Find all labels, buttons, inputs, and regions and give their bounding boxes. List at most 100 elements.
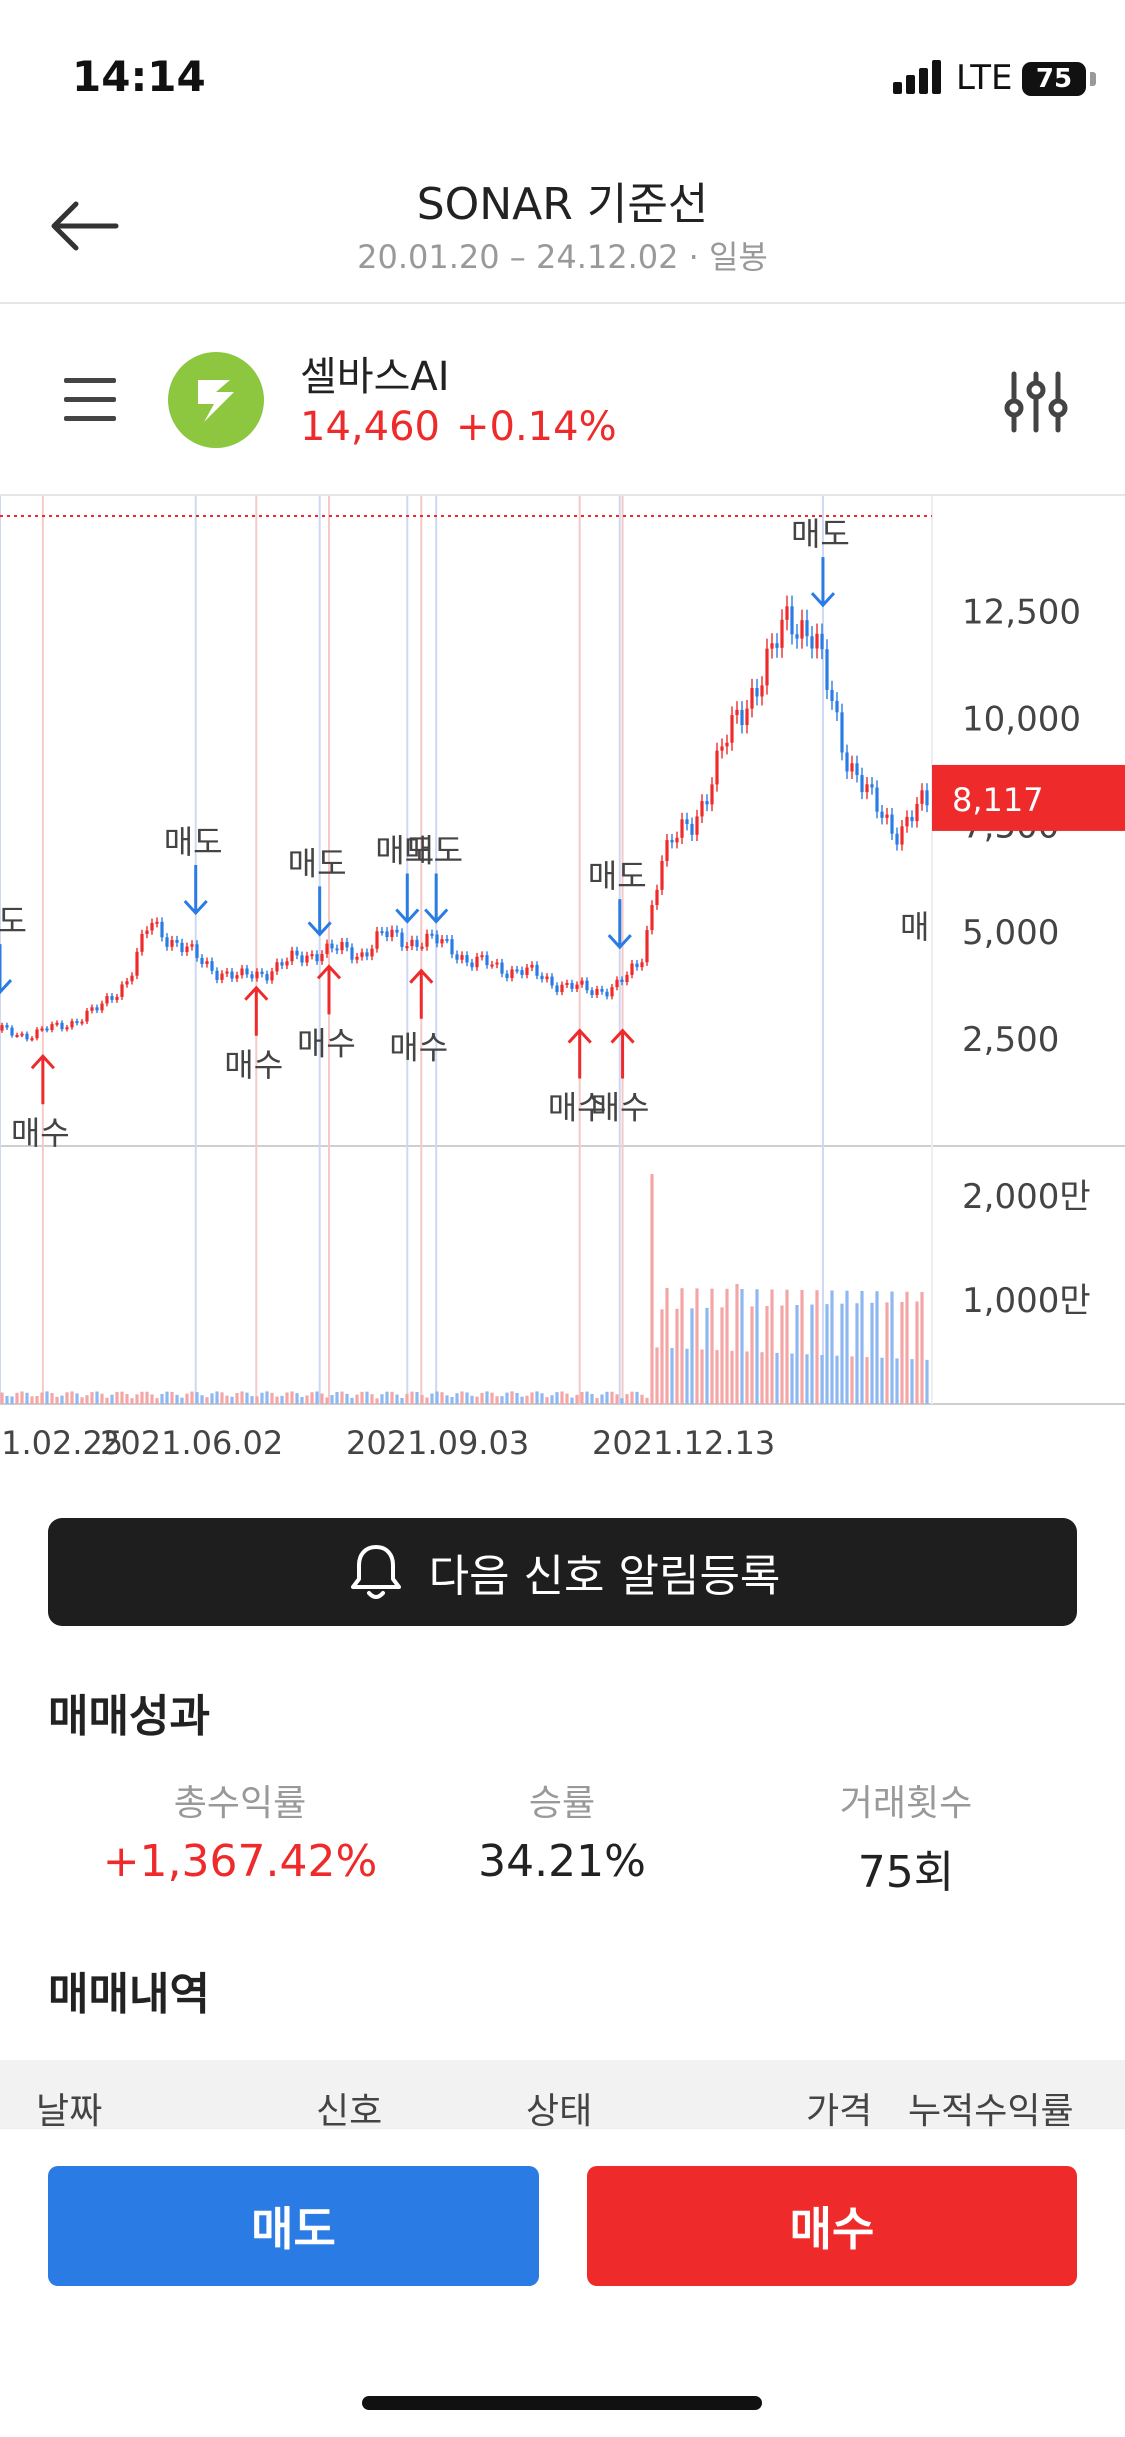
candle-body <box>40 1028 44 1031</box>
total-return-value: +1,367.42% <box>102 1836 378 1887</box>
chart-settings-icon[interactable] <box>1000 366 1072 438</box>
candle-body <box>870 784 874 788</box>
volume-bar <box>455 1393 459 1404</box>
candle-body <box>670 840 674 843</box>
volume-bar <box>190 1391 194 1404</box>
candle-body <box>45 1028 49 1031</box>
volume-bar <box>535 1391 539 1404</box>
y-axis-tick-label: 2,500 <box>962 1020 1059 1060</box>
page-title: SONAR 기준선 <box>416 179 709 230</box>
candle-body <box>855 763 859 776</box>
trade-count-label: 거래횟수 <box>839 1783 973 1824</box>
stock-divider <box>0 494 1125 496</box>
volume-bar <box>130 1398 134 1404</box>
volume-bar <box>680 1288 684 1404</box>
volume-bar <box>460 1391 464 1404</box>
candle-body <box>455 954 459 960</box>
candle-body <box>415 939 419 947</box>
buy-signal-label: 매수 <box>224 1046 283 1084</box>
volume-bar <box>420 1394 424 1404</box>
y-axis-tick-label: 10,000 <box>962 699 1081 739</box>
volume-bar <box>690 1308 694 1404</box>
volume-bar <box>305 1395 309 1404</box>
candle-body <box>520 970 524 975</box>
candle-body <box>730 715 734 743</box>
volume-bar <box>660 1309 664 1404</box>
volume-bar <box>375 1398 379 1404</box>
candle-body <box>75 1021 79 1024</box>
volume-bar <box>845 1290 849 1404</box>
candle-body <box>355 956 359 960</box>
volume-bar <box>635 1391 639 1404</box>
signal-icon <box>893 60 945 98</box>
candle-body <box>50 1024 54 1031</box>
candle-body <box>540 975 544 980</box>
candle-body <box>380 931 384 934</box>
buy-arrow-icon <box>567 1028 592 1079</box>
buy-signal-label: 매수 <box>11 1114 70 1152</box>
volume-bar <box>515 1392 519 1404</box>
volume-bar <box>235 1393 239 1404</box>
volume-bar <box>270 1392 274 1404</box>
volume-bar <box>275 1396 279 1404</box>
volume-bar <box>870 1302 874 1404</box>
menu-icon[interactable] <box>60 370 120 430</box>
price-chart[interactable]: 12,50010,0007,5005,0002,5002,000만1,000만2… <box>0 496 1125 1462</box>
candle-body <box>275 962 279 972</box>
volume-bar <box>830 1290 834 1404</box>
volume-bar <box>675 1308 679 1404</box>
volume-bar <box>315 1391 319 1404</box>
candle-body <box>305 955 309 963</box>
candle-body <box>770 643 774 649</box>
candle-body <box>580 980 584 985</box>
volume-bar <box>595 1398 599 1404</box>
volume-bar <box>465 1392 469 1404</box>
volume-bar <box>380 1394 384 1404</box>
volume-bar <box>165 1391 169 1404</box>
candle-body <box>125 981 129 985</box>
candle-body <box>650 905 654 931</box>
volume-bar <box>630 1391 634 1404</box>
volume-bar <box>790 1353 794 1404</box>
candle-body <box>215 970 219 980</box>
volume-bar <box>815 1290 819 1404</box>
volume-bar <box>765 1305 769 1404</box>
volume-bar <box>770 1289 774 1404</box>
candle-body <box>550 976 554 986</box>
candle-body <box>865 784 869 793</box>
sell-signal-label: 매도 <box>375 832 434 870</box>
volume-bar <box>780 1305 784 1404</box>
volume-bar <box>505 1392 509 1404</box>
candle-body <box>365 952 369 957</box>
alert-register-button[interactable]: 다음 신호 알림등록 <box>48 1518 1077 1626</box>
volume-bar <box>45 1391 49 1404</box>
volume-bar <box>210 1393 214 1404</box>
back-arrow-icon[interactable] <box>48 196 128 256</box>
volume-bar <box>320 1393 324 1404</box>
candle-body <box>90 1007 94 1011</box>
candle-body <box>610 987 614 997</box>
candle-body <box>350 947 354 960</box>
volume-bar <box>360 1391 364 1404</box>
sell-arrow-icon <box>607 899 632 950</box>
volume-bar <box>835 1355 839 1404</box>
volume-bar <box>785 1289 789 1404</box>
candle-body <box>65 1027 69 1030</box>
candle-body <box>435 934 439 944</box>
column-cumulative-return: 누적수익률 <box>908 2091 1074 2132</box>
sell-signal-label: 매도 <box>164 823 223 861</box>
volume-bar <box>495 1396 499 1404</box>
volume-bar <box>850 1356 854 1404</box>
candle-body <box>120 984 124 997</box>
buy-button[interactable]: 매수 <box>587 2166 1077 2286</box>
volume-bar <box>620 1398 624 1404</box>
volume-bar <box>280 1395 284 1404</box>
candle-body <box>285 961 289 966</box>
candle-body <box>835 700 839 713</box>
volume-bar <box>905 1291 909 1404</box>
candle-body <box>880 811 884 818</box>
candle-body <box>665 840 669 861</box>
column-date: 날짜 <box>36 2091 103 2132</box>
volume-bar <box>175 1394 179 1404</box>
sell-button[interactable]: 매도 <box>48 2166 539 2286</box>
